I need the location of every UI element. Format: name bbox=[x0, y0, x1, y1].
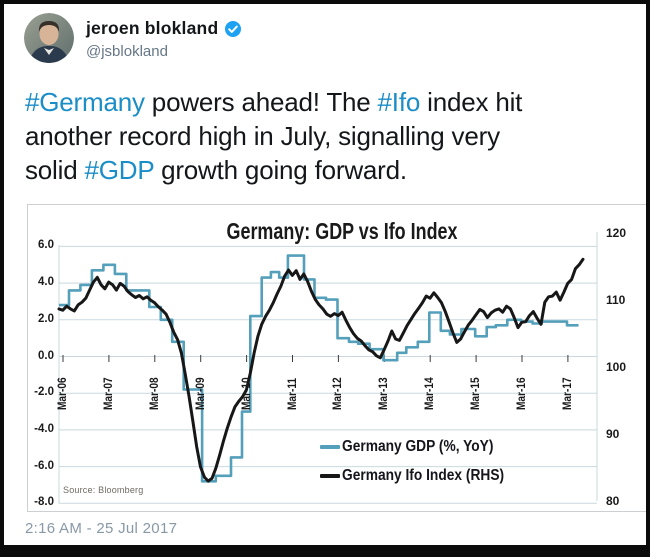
tweet-text-span: solid bbox=[25, 155, 85, 185]
legend-label: Germany Ifo Index (RHS) bbox=[342, 467, 505, 484]
left-axis-tick-label: -8.0 bbox=[34, 496, 54, 509]
x-axis-tick-label: Mar-15 bbox=[470, 377, 483, 410]
legend-label: Germany GDP (%, YoY) bbox=[342, 438, 494, 455]
verified-badge-icon bbox=[225, 20, 242, 37]
x-axis-tick-label: Mar-06 bbox=[57, 377, 69, 410]
source-note: Source: Bloomberg bbox=[63, 485, 144, 495]
x-axis-tick-label: Mar-11 bbox=[286, 377, 299, 410]
left-axis-tick-label: 6.0 bbox=[38, 239, 54, 252]
right-axis-tick-label: 120 bbox=[606, 225, 627, 240]
x-axis-tick-label: Mar-08 bbox=[148, 377, 161, 410]
tweet-text-span: index hit bbox=[420, 87, 523, 117]
x-axis-tick-label: Mar-10 bbox=[240, 377, 253, 410]
hashtag-link[interactable]: #Germany bbox=[25, 87, 145, 117]
tweet-text-span: growth going forward. bbox=[154, 155, 407, 185]
timestamp[interactable]: 2:16 AM - 25 Jul 2017 bbox=[25, 520, 178, 537]
avatar-photo bbox=[24, 13, 74, 63]
left-axis-tick-label: 4.0 bbox=[38, 276, 54, 289]
tweet-text-span: another record high in July, signalling … bbox=[25, 121, 500, 151]
hashtag-link[interactable]: #GDP bbox=[84, 155, 155, 185]
right-axis-tick-label: 110 bbox=[606, 292, 626, 307]
x-axis-tick-label: Mar-14 bbox=[424, 377, 437, 410]
ifo-line bbox=[57, 257, 585, 483]
author-name[interactable]: jeroen blokland bbox=[86, 18, 219, 38]
legend-swatch-gdp bbox=[320, 445, 340, 449]
x-axis-tick-label: Mar-12 bbox=[332, 377, 345, 410]
legend-item-ifo: Germany Ifo Index (RHS) bbox=[320, 467, 530, 485]
author-handle[interactable]: @jsblokland bbox=[86, 43, 168, 60]
x-axis-tick-label: Mar-07 bbox=[102, 377, 115, 410]
chart-media[interactable]: Germany: GDP vs Ifo Index Germany GDP (%… bbox=[27, 204, 646, 512]
legend-item-gdp: Germany GDP (%, YoY) bbox=[320, 438, 518, 456]
left-axis-tick-label: -2.0 bbox=[34, 386, 54, 399]
left-axis-tick-label: 2.0 bbox=[38, 312, 54, 325]
avatar[interactable] bbox=[24, 13, 74, 63]
tweet-text: #Germany powers ahead! The #Ifo index hi… bbox=[25, 85, 625, 187]
left-axis-tick-label: 0.0 bbox=[38, 349, 54, 362]
hashtag-link[interactable]: #Ifo bbox=[377, 87, 421, 117]
chart-title: Germany: GDP vs Ifo Index bbox=[226, 218, 458, 244]
left-axis-tick-label: -6.0 bbox=[34, 459, 54, 472]
left-axis-tick-label: -4.0 bbox=[34, 422, 54, 435]
chart-plot bbox=[57, 232, 598, 504]
x-axis-tick-label: Mar-09 bbox=[194, 377, 207, 410]
right-axis-tick-label: 100 bbox=[606, 359, 627, 374]
x-axis-tick-label: Mar-13 bbox=[378, 377, 391, 410]
right-axis-tick-label: 80 bbox=[606, 493, 620, 508]
right-axis-tick-label: 90 bbox=[606, 426, 620, 441]
x-axis-tick-label: Mar-16 bbox=[516, 377, 528, 410]
legend-swatch-ifo bbox=[320, 474, 340, 478]
gdp-line bbox=[58, 254, 579, 483]
tweet-text-span: powers ahead! The bbox=[144, 87, 378, 117]
x-axis-tick-label: Mar-17 bbox=[561, 377, 574, 410]
